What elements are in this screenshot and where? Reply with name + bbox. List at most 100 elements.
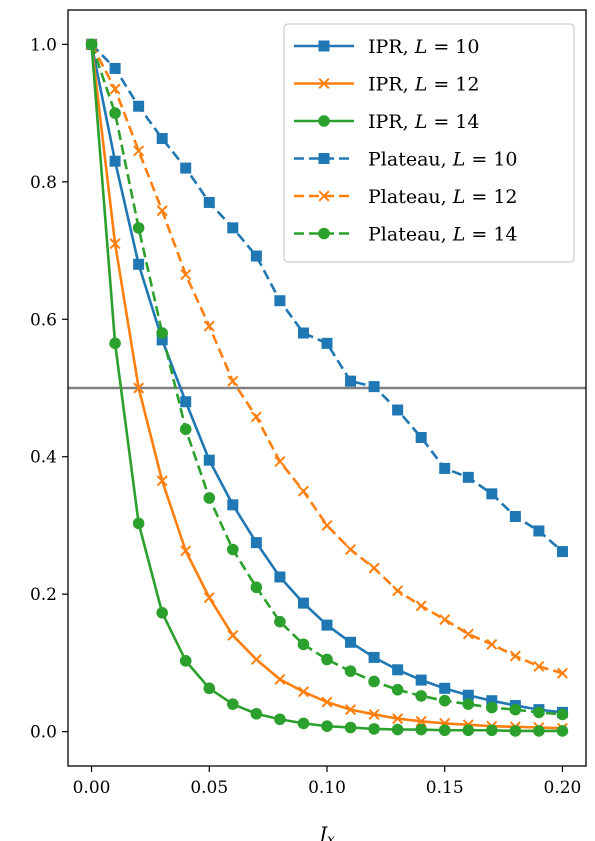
- data-point: [486, 638, 498, 650]
- data-point: [133, 382, 145, 394]
- data-point: [533, 525, 545, 537]
- data-point: [109, 62, 121, 74]
- data-point: [533, 706, 545, 719]
- data-point: [156, 475, 168, 487]
- data-point: [509, 511, 521, 523]
- data-point: [392, 664, 404, 676]
- data-point: [227, 629, 239, 641]
- data-point: [462, 724, 475, 737]
- data-point: [321, 519, 333, 531]
- data-point: [345, 704, 357, 716]
- data-point: [509, 650, 521, 662]
- data-point: [392, 585, 404, 597]
- data-point: [274, 673, 286, 685]
- data-point: [203, 592, 215, 604]
- legend-label: Plateau, L = 14: [368, 224, 518, 246]
- data-point: [133, 258, 145, 270]
- data-point: [415, 431, 427, 443]
- data-point: [345, 636, 357, 648]
- data-point: [109, 107, 121, 119]
- data-point: [462, 471, 474, 483]
- data-point: [415, 690, 427, 702]
- data-point: [156, 205, 168, 217]
- legend-label: IPR, L = 12: [368, 74, 480, 96]
- legend-marker: [318, 153, 330, 164]
- data-point: [462, 628, 474, 640]
- data-point: [180, 545, 192, 557]
- legend-label: Plateau, L = 12: [368, 186, 518, 208]
- data-point: [203, 682, 216, 695]
- data-point: [132, 222, 145, 234]
- data-point: [203, 320, 215, 332]
- data-point: [368, 562, 380, 574]
- data-point: [344, 665, 357, 677]
- data-point: [250, 537, 262, 549]
- data-point: [156, 327, 168, 339]
- data-point: [133, 145, 145, 157]
- data-point: [156, 606, 168, 619]
- data-point: [556, 667, 568, 679]
- x-tick-label: 0.00: [73, 778, 111, 798]
- data-point: [533, 725, 545, 737]
- data-point: [180, 269, 192, 281]
- data-point: [392, 404, 404, 416]
- data-point: [486, 724, 498, 737]
- data-point: [345, 544, 357, 556]
- data-point: [438, 724, 451, 737]
- data-point: [321, 696, 333, 708]
- data-point: [179, 423, 192, 436]
- x-axis-label: Jx: [315, 823, 335, 841]
- data-point: [250, 250, 262, 262]
- series-line-5: [90, 43, 563, 716]
- data-point: [274, 571, 286, 583]
- data-point: [227, 698, 239, 710]
- x-tick-label: 0.15: [426, 778, 464, 798]
- series-markers-5: [85, 38, 569, 721]
- legend-marker: [318, 40, 330, 52]
- data-point: [203, 454, 215, 466]
- series-line-3: [90, 43, 564, 553]
- data-point: [109, 155, 121, 167]
- data-point: [556, 725, 569, 737]
- data-point: [368, 708, 380, 720]
- data-point: [344, 721, 357, 734]
- legend-label: IPR, L = 14: [368, 111, 480, 133]
- y-tick-label: 0.4: [30, 448, 57, 468]
- data-point: [274, 615, 286, 628]
- data-point: [486, 488, 498, 500]
- data-point: [439, 462, 451, 474]
- data-point: [486, 695, 498, 707]
- data-point: [132, 517, 145, 530]
- legend-label: Plateau, L = 10: [368, 149, 518, 171]
- data-point: [85, 38, 98, 51]
- data-point: [274, 713, 286, 726]
- data-point: [156, 133, 168, 145]
- y-tick-label: 1.0: [30, 35, 57, 55]
- data-point: [133, 100, 145, 112]
- data-point: [274, 456, 286, 468]
- legend-marker: [318, 190, 330, 202]
- y-tick-label: 0.6: [30, 310, 57, 330]
- data-point: [297, 686, 309, 698]
- data-point: [227, 499, 239, 511]
- x-tick-label: 0.20: [544, 778, 582, 798]
- y-tick-label: 0.0: [30, 723, 57, 743]
- data-point: [109, 83, 121, 95]
- data-point: [439, 682, 451, 694]
- data-point: [274, 295, 286, 307]
- data-point: [227, 222, 239, 234]
- data-point: [462, 689, 474, 701]
- data-point: [297, 717, 310, 730]
- data-point: [345, 375, 357, 387]
- data-point: [415, 715, 427, 727]
- legend: IPR, L = 10 IPR, L = 12 IPR, L = 14 Plateau…: [283, 23, 575, 263]
- series-markers-1: [86, 38, 568, 734]
- data-point: [556, 546, 568, 558]
- data-point: [368, 651, 380, 663]
- legend-marker: [318, 227, 330, 240]
- data-point: [486, 701, 498, 714]
- data-point: [509, 703, 522, 716]
- data-point: [250, 653, 262, 665]
- data-point: [368, 675, 380, 688]
- data-point: [438, 694, 451, 707]
